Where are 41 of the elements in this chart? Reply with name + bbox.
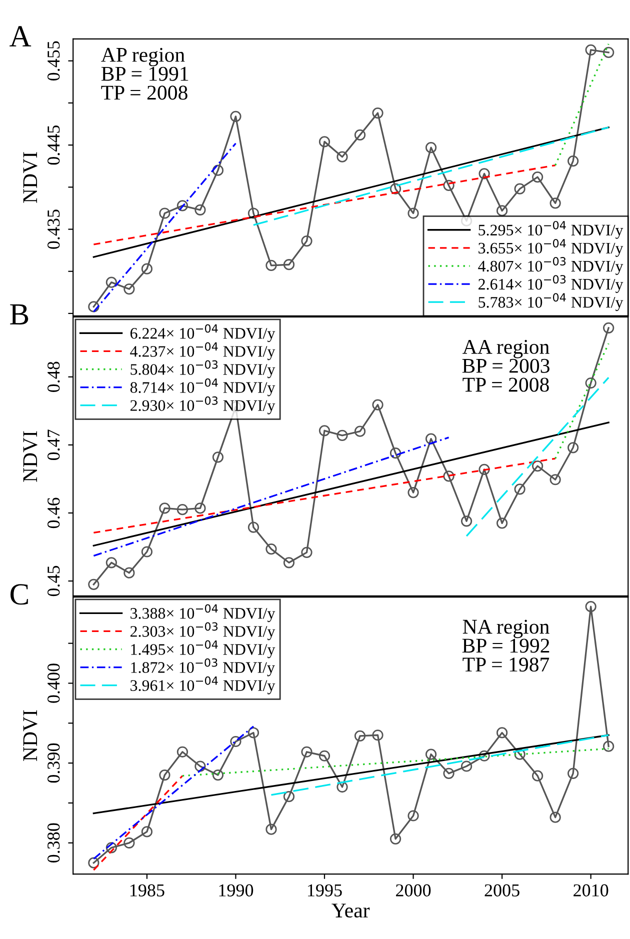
legend-label: 3.655× 10$^{−04}$ NDVI/y [478, 238, 624, 257]
annotation: NA region BP = 1992 TP = 1987 [462, 620, 550, 672]
legend-label: 2.303× 10$^{−03}$ NDVI/y [130, 622, 276, 640]
legend-label: 6.224× 10$^{−04}$ NDVI/y [130, 324, 276, 342]
y-axis-title: NDVI [23, 152, 38, 203]
y-tick-label: 0.435 [48, 210, 60, 249]
x-tick-label: 1995 [308, 884, 342, 896]
legend-label: 2.614× 10$^{−03}$ NDVI/y [478, 275, 624, 293]
x-tick-label: 2010 [574, 884, 608, 896]
legend-label: 1.872× 10$^{−03}$ NDVI/y [131, 658, 275, 676]
y-tick-label: 0.380 [48, 823, 60, 863]
legend-label: 3.388× 10$^{−04}$ NDVI/y [130, 604, 276, 622]
legend-label: 8.714× 10$^{−04}$ NDVI/y [130, 378, 276, 396]
legend-label: 2.930× 10$^{−03}$ NDVI/y [130, 396, 276, 414]
y-tick-label: 0.48 [48, 362, 60, 392]
chart-title: B [10, 304, 28, 324]
x-tick-label: 2000 [396, 884, 431, 896]
y-tick-label: 0.400 [48, 664, 60, 703]
y-tick-label: 0.46 [48, 498, 60, 528]
y-tick-label: 0.455 [48, 41, 60, 80]
chart-title: C [10, 584, 28, 605]
y-axis-title: NDVI [23, 710, 38, 761]
y-tick-label: 0.445 [48, 125, 60, 165]
legend-label: 1.495× 10$^{−04}$ NDVI/y [131, 640, 276, 658]
legend-label: 5.783× 10$^{−04}$ NDVI/y [478, 293, 624, 311]
x-axis-title: Year [332, 904, 370, 918]
y-tick-label: 0.47 [48, 430, 60, 460]
x-tick-label: 2005 [484, 884, 520, 896]
legend-label: 4.807× 10$^{−03}$ NDVI/y [478, 257, 624, 275]
y-axis-title: NDVI [23, 431, 38, 482]
legend-label: 5.295× 10$^{−04}$ NDVI/y [478, 220, 624, 239]
y-tick-label: 0.390 [48, 743, 60, 783]
annotation: AP region BP = 1991 TP = 2008 [101, 48, 188, 100]
legend-label: 5.804× 10$^{−03}$ NDVI/y [130, 360, 276, 378]
x-tick-label: 1985 [130, 884, 164, 896]
legend-label: 3.961× 10$^{−04}$ NDVI/y [130, 676, 276, 694]
y-tick-label: 0.45 [48, 566, 60, 596]
chart-title: A [10, 26, 32, 46]
legend-label: 4.237× 10$^{−04}$ NDVI/y [130, 342, 276, 360]
annotation: AA region BP = 2003 TP = 2008 [462, 340, 550, 392]
x-tick-label: 1990 [219, 884, 254, 896]
